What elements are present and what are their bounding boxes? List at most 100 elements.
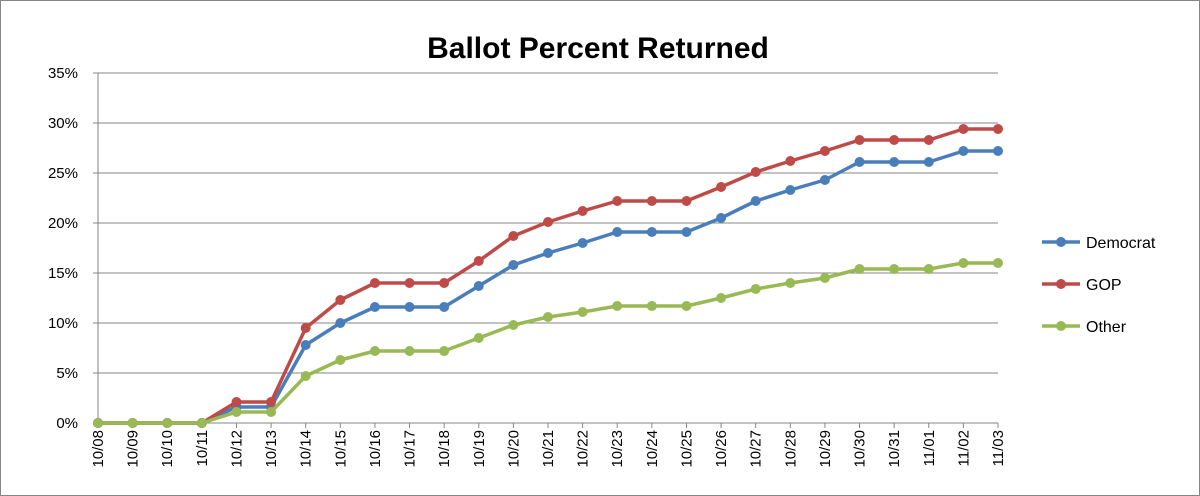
data-point-other [612,301,623,311]
data-point-gop [300,323,311,333]
data-point-other [439,346,450,356]
x-tick-label: 11/03 [990,430,1007,466]
x-tick-label: 10/31 [886,430,903,468]
data-point-gop [543,217,553,227]
data-point-democrat [473,281,484,291]
x-tick-label: 10/17 [402,430,419,468]
y-tick-label: 0% [56,415,78,432]
data-point-democrat [716,213,727,223]
x-tick-label: 10/26 [713,430,730,468]
series-lines [93,124,1003,428]
y-tick-label: 35% [48,65,78,82]
data-point-other [577,307,588,317]
data-point-gop [958,124,969,134]
x-tick-label: 10/28 [782,430,799,468]
x-axis-ticks: 10/08 10/09 10/10 10/11 10/12 10/13 10/14 10/15… [90,430,1007,468]
series-line-democrat [98,149,998,425]
y-tick-label: 10% [48,315,78,332]
x-tick-label: 10/11 [194,430,211,466]
data-point-gop [785,156,796,166]
data-point-democrat [300,340,311,350]
legend-label: Democrat [1086,235,1156,252]
data-point-gop [439,278,450,288]
x-tick-label: 10/20 [505,430,522,468]
data-point-gop [819,146,830,156]
gridlines [98,72,998,374]
x-tick-label: 10/13 [263,430,280,468]
data-point-other [508,320,519,330]
x-tick-label: 10/09 [125,430,142,468]
data-point-democrat [993,146,1003,156]
x-tick-label: 10/25 [678,430,695,468]
data-point-other [162,418,173,428]
x-tick-label: 10/19 [471,430,488,468]
data-point-other [369,346,380,356]
data-point-other [196,418,207,428]
data-point-gop [889,135,900,145]
data-point-democrat [819,175,830,185]
legend-label: GOP [1086,277,1122,294]
x-tick-label: 10/12 [228,430,245,468]
data-point-democrat [646,227,657,237]
data-point-other [266,407,277,417]
x-tick-label: 10/08 [90,430,107,468]
x-tick-label: 10/16 [367,430,384,468]
data-point-gop [612,196,623,206]
data-point-democrat [854,157,865,167]
data-point-democrat [889,157,900,167]
data-point-gop [231,397,242,407]
data-point-other [646,301,657,311]
data-point-democrat [681,227,692,237]
data-point-other [231,407,242,417]
data-point-democrat [612,227,623,237]
x-tick-label: 10/30 [852,430,869,468]
data-point-other [681,301,692,311]
data-point-democrat [369,302,380,312]
data-point-gop [854,135,865,145]
data-point-other [958,258,969,268]
data-point-other [785,278,796,288]
legend: Democrat GOP Other [1042,235,1156,336]
legend-marker [1056,237,1066,247]
data-point-other [889,264,900,274]
data-point-other [300,371,311,381]
data-point-gop [681,196,692,206]
x-tick-label: 10/27 [748,430,765,468]
x-tick-label: 10/14 [298,430,315,468]
data-point-other [750,284,761,294]
y-tick-label: 20% [48,215,78,232]
data-point-gop [646,196,657,206]
y-tick-label: 25% [48,165,78,182]
legend-marker [1056,279,1066,289]
data-point-democrat [785,185,796,195]
data-point-democrat [577,238,588,248]
data-point-other [404,346,415,356]
data-point-other [923,264,934,274]
data-point-other [819,273,830,283]
x-tick-label: 10/18 [436,430,453,468]
x-tick-label: 10/15 [332,430,349,468]
chart-title: Ballot Percent Returned [427,32,769,65]
data-point-gop [369,278,380,288]
x-tick-label: 10/21 [540,430,557,468]
legend-marker [1056,321,1066,331]
x-tick-label: 10/22 [575,430,592,468]
y-tick-label: 15% [48,265,78,282]
x-tick-label: 10/10 [159,430,176,468]
y-tick-label: 30% [48,115,78,132]
data-point-gop [577,206,588,216]
data-point-gop [404,278,415,288]
data-point-other [127,418,138,428]
data-point-gop [750,167,761,177]
data-point-other [335,355,346,365]
data-point-democrat [923,157,934,167]
data-point-other [93,418,103,428]
x-tick-label: 11/02 [955,430,972,466]
x-tick-label: 10/23 [609,430,626,468]
data-point-democrat [750,196,761,206]
data-point-democrat [508,260,519,270]
data-point-gop [266,397,277,407]
data-point-democrat [543,248,553,258]
